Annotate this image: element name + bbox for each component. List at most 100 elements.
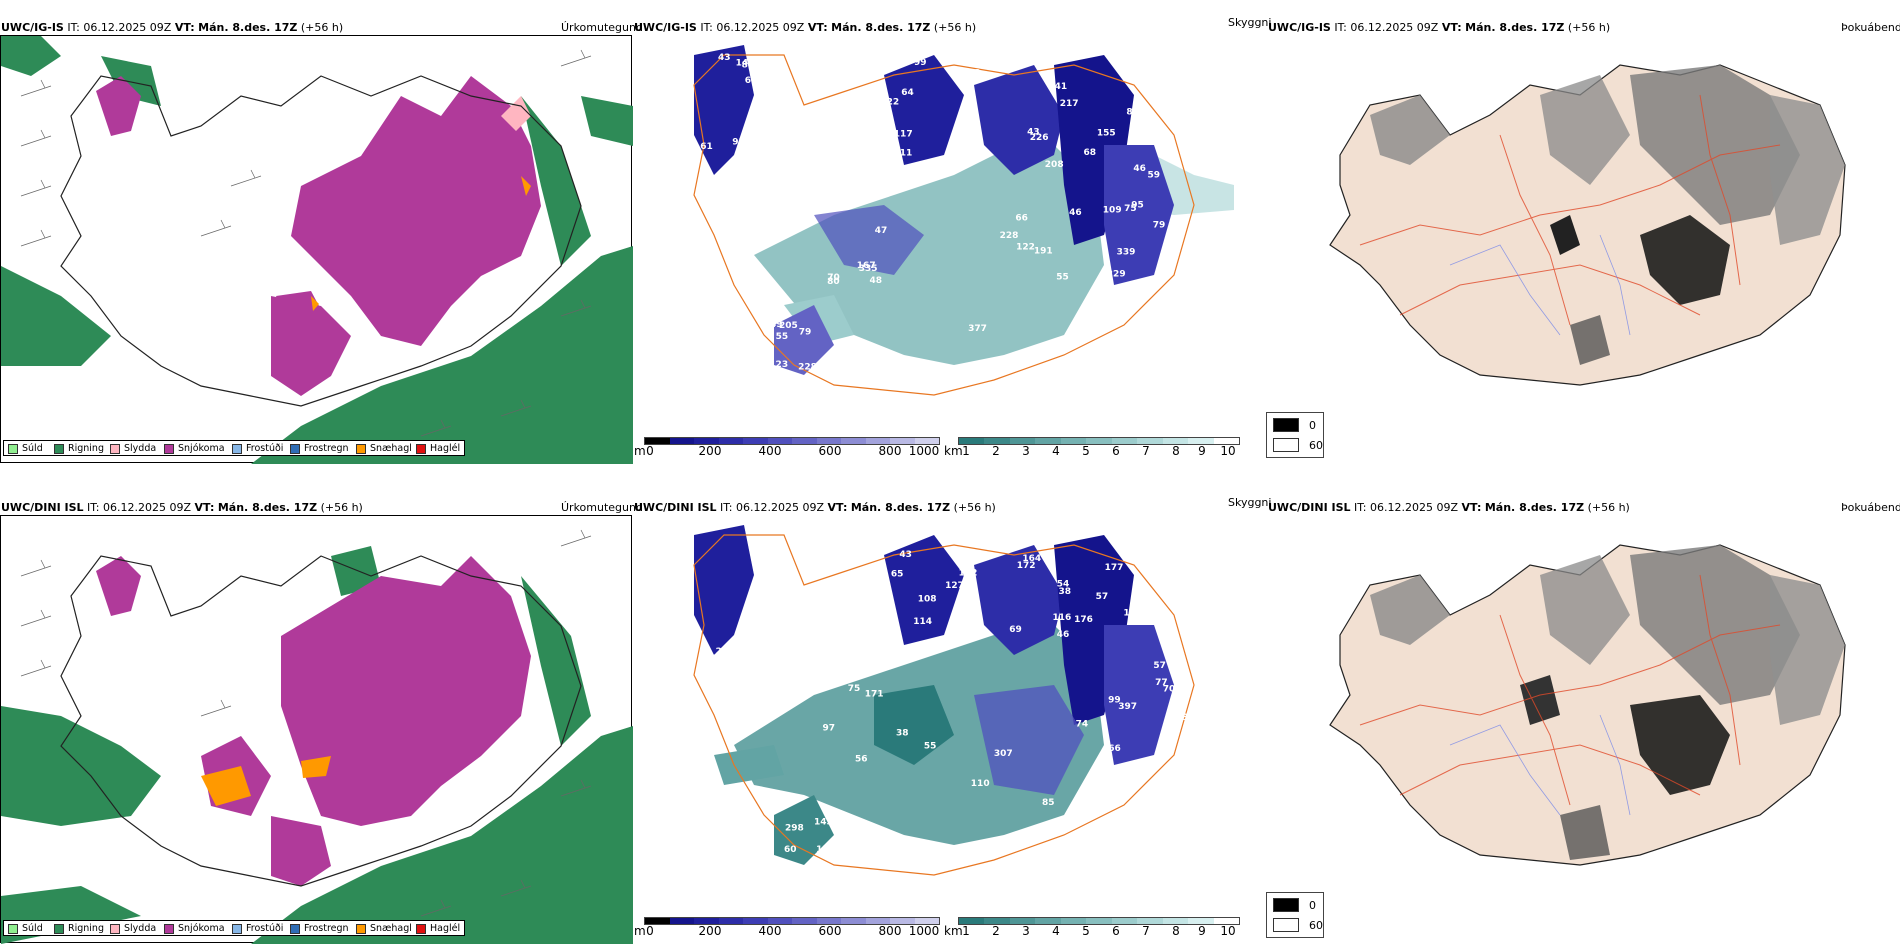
cloud-base-value-label: 335 (859, 264, 878, 274)
cloud-base-value-label: 112 (959, 569, 978, 579)
legend-swatch (54, 443, 64, 454)
visibility-unit: km (944, 924, 963, 938)
cloud-base-value-label: 126 (1123, 608, 1142, 618)
legend-swatch (290, 923, 300, 934)
fog-map (1300, 35, 1900, 435)
cloud-base-value-label: 172 (1017, 561, 1036, 571)
row2-header-fog: UWC/DINI ISL IT: 06.12.2025 09Z VT: Mán.… (1268, 501, 1630, 515)
cloud-base-value-label: 224 (716, 647, 735, 657)
colorbar-segment (1060, 918, 1087, 924)
cloud-base-value-label: 397 (1118, 702, 1137, 712)
cloud-base-value-label: 307 (994, 749, 1013, 759)
legend-swatch (8, 923, 18, 934)
cloud-base-tick: 400 (758, 924, 782, 938)
colorbar-segment (1086, 438, 1112, 444)
visibility-tick: 10 (1220, 444, 1236, 458)
legend-item-snaehagl: Snæhagl (356, 923, 412, 934)
colorbar-segment (645, 438, 670, 444)
visibility-tick: 5 (1082, 924, 1090, 938)
cloud-base-value-label: 99 (914, 58, 927, 68)
cloud-base-value-label: 66 (1108, 744, 1121, 754)
legend-swatch (356, 923, 366, 934)
legend-item-frostregn: Frostregn (290, 923, 349, 934)
fog-legend-row: 0 (1273, 898, 1316, 912)
visibility-tick: 4 (1052, 444, 1060, 458)
cloud-base-value-label: 60 (784, 845, 797, 855)
colorbar-segment (1060, 438, 1087, 444)
cloud-base-value-label: 60 (745, 76, 758, 86)
cloud-base-value-label: 99 (1108, 696, 1121, 706)
cloud-base-value-label: 183 (962, 68, 981, 78)
cloud-base-value-label: 226 (1030, 133, 1049, 143)
cloud-base-value-label: 79 (799, 328, 812, 338)
cloud-base-value-label: 40 (964, 94, 977, 104)
legend-item-haglel: Haglél (416, 923, 460, 934)
visibility-tick: 7 (1142, 924, 1150, 938)
vt-label: VT: (807, 21, 828, 34)
fog-legend-swatch (1273, 898, 1299, 912)
precip-type-legend: Súld Rigning Slydda Snjókoma Frostúði Fr… (3, 440, 465, 456)
row2-header-precip: UWC/DINI ISL IT: 06.12.2025 09Z VT: Mán.… (1, 501, 363, 515)
row-1: UWC/IG-IS IT: 06.12.2025 09Z VT: Mán. 8.… (0, 16, 1900, 464)
colorbar-segment (841, 438, 866, 444)
cloud-base-value-label: 177 (1105, 563, 1124, 573)
cloud-base-value-label: 176 (1074, 615, 1093, 625)
vt-label: VT: (194, 501, 215, 514)
fog-legend: 0 60 (1266, 412, 1324, 458)
cloud-base-value-label: 127 (945, 581, 964, 591)
it-label: IT: (1334, 21, 1347, 34)
model-name: UWC/IG-IS (1, 21, 64, 34)
cloud-base-tick: 0 (646, 444, 654, 458)
colorbar-segment (1137, 438, 1163, 444)
colorbar-segment (767, 918, 792, 924)
cloud-base-colorbar: m 0 200 400 600 800 1000 (634, 917, 940, 941)
visibility-tick: 3 (1022, 444, 1030, 458)
colorbar-segment (792, 438, 817, 444)
colorbar-segment (669, 918, 694, 924)
cloud-base-tick: 1000 (908, 924, 940, 938)
legend-label: Slydda (124, 923, 157, 934)
visibility-tick: 8 (1172, 444, 1180, 458)
cloud-base-value-label: 377 (968, 324, 987, 334)
legend-label: Frostregn (304, 923, 349, 934)
colorbar-segment (890, 438, 915, 444)
cloud-base-value-label: 75 (848, 684, 861, 694)
vt-value: Mán. 8.des. 17Z (1465, 21, 1565, 34)
lead-time: (+56 h) (1567, 21, 1611, 34)
fog-legend-swatch (1273, 438, 1299, 452)
cloud-base-tick: 200 (698, 444, 722, 458)
it-value: 06.12.2025 09Z (103, 501, 192, 514)
lead-time: (+56 h) (320, 501, 363, 514)
cloud-base-colorbar: m 0 200 400 600 800 1000 (634, 437, 940, 461)
legend-label: Slydda (124, 443, 157, 454)
cloud-base-value-label: 155 (1097, 128, 1116, 138)
row1-header-precip: UWC/IG-IS IT: 06.12.2025 09Z VT: Mán. 8.… (1, 21, 343, 35)
colorbar-segment (792, 918, 817, 924)
legend-label: Frostregn (304, 443, 349, 454)
cloud-base-value-label: 70 (827, 273, 840, 283)
colorbar-segment (1009, 438, 1036, 444)
cloud-base-value-label: 85 (1126, 108, 1139, 118)
colorbar-segment (984, 438, 1010, 444)
legend-swatch (416, 443, 426, 454)
lead-time: (+56 h) (933, 21, 977, 34)
legend-label: Rigning (68, 443, 104, 454)
legend-swatch (110, 443, 120, 454)
legend-label: Frostúði (246, 443, 284, 454)
visibility-tick: 1 (962, 444, 970, 458)
legend-label: Snæhagl (370, 923, 412, 934)
cloud-base-value-label: 143 (814, 818, 833, 828)
cloud-base-value-label: 122 (880, 97, 899, 107)
cloud-base-value-label: 49 (770, 320, 783, 330)
row-2: UWC/DINI ISL IT: 06.12.2025 09Z VT: Mán.… (0, 480, 1900, 950)
legend-item-frostudi: Frostúði (232, 923, 283, 934)
cloud-base-value-label: 57 (1096, 592, 1109, 602)
cloud-base-value-label: 123 (769, 360, 788, 370)
cloud-base-value-label: 117 (894, 130, 913, 140)
colorbar-segment (767, 438, 792, 444)
cloud-base-value-label: 79 (1153, 221, 1166, 231)
colorbar-segment (816, 918, 841, 924)
colorbar-segment (694, 918, 719, 924)
it-label: IT: (87, 501, 100, 514)
visibility-tick: 6 (1112, 924, 1120, 938)
